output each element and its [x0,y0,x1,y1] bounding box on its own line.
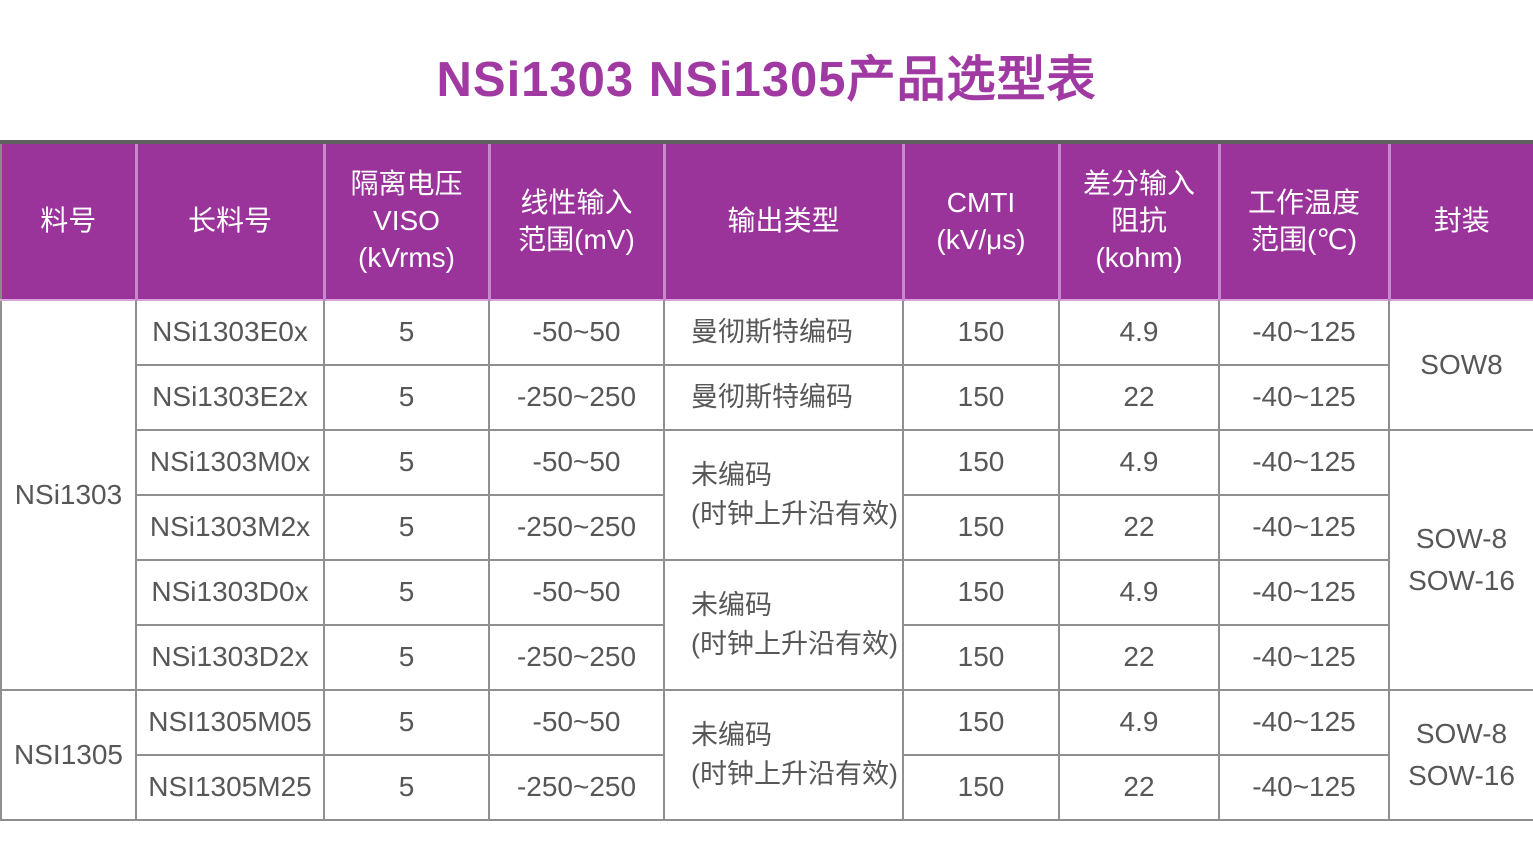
cell-viso: 5 [323,754,490,821]
cell-impedance: 4.9 [1058,429,1220,496]
col-header-part: 料号 [1,142,136,301]
cell-package-sow8-sow16: SOW-8 SOW-16 [1388,689,1533,821]
col-header-temp-range: 工作温度 范围(℃) [1217,142,1389,301]
cell-cmti: 150 [902,364,1060,431]
col-header-input-range: 线性输入 范围(mV) [487,142,664,301]
cell-temp-range: -40~125 [1218,364,1390,431]
cell-viso: 5 [323,429,490,496]
product-selection-table-container: 料号 长料号 隔离电压 VISO (kVrms) 线性输入 范围(mV) 输出类… [0,140,1533,821]
cell-long-part: NSI1305M25 [135,754,325,821]
cell-cmti: 150 [902,299,1060,366]
cell-input-range: -250~250 [488,624,665,691]
cell-input-range: -250~250 [488,364,665,431]
cell-output-type-uncoded: 未编码 (时钟上升沿有效) [663,559,904,691]
cell-viso: 5 [323,299,490,366]
cell-long-part: NSi1303E2x [135,364,325,431]
table-row: NSi1303E2x 5 -250~250 曼彻斯特编码 150 22 -40~… [1,364,1533,431]
cell-input-range: -50~50 [488,429,665,496]
cell-cmti: 150 [902,494,1060,561]
cell-cmti: 150 [902,559,1060,626]
cell-viso: 5 [323,364,490,431]
cell-input-range: -250~250 [488,754,665,821]
col-header-long-part: 长料号 [134,142,324,301]
cell-impedance: 4.9 [1058,689,1220,756]
cell-package-sow8: SOW8 [1388,299,1533,431]
cell-temp-range: -40~125 [1218,299,1390,366]
cell-cmti: 150 [902,689,1060,756]
cell-output-type: 曼彻斯特编码 [663,364,904,431]
cell-impedance: 22 [1058,624,1220,691]
col-header-cmti: CMTI (kV/μs) [901,142,1059,301]
cell-impedance: 22 [1058,364,1220,431]
table-row: NSI1305 NSI1305M05 5 -50~50 未编码 (时钟上升沿有效… [0,689,1533,821]
cell-input-range: -50~50 [488,689,665,756]
cell-output-type-uncoded: 未编码 (时钟上升沿有效) [663,429,904,561]
cell-long-part: NSi1303M2x [135,494,325,561]
col-header-output-type: 输出类型 [662,142,903,301]
cell-cmti: 150 [902,754,1060,821]
cell-impedance: 22 [1058,494,1220,561]
header-row: 料号 长料号 隔离电压 VISO (kVrms) 线性输入 范围(mV) 输出类… [1,142,1533,301]
cell-long-part: NSI1305M05 [135,689,325,756]
cell-output-type-uncoded: 未编码 (时钟上升沿有效) [663,689,904,821]
cell-long-part: NSi1303D0x [135,559,325,626]
table-row: NSi1303M0x 5 -50~50 未编码 (时钟上升沿有效) 150 4.… [1,429,1533,691]
cell-part-group-nsi1305: NSI1305 [0,689,137,821]
cell-impedance: 4.9 [1058,299,1220,366]
cell-temp-range: -40~125 [1218,624,1390,691]
cell-output-type: 曼彻斯特编码 [663,299,904,366]
cell-temp-range: -40~125 [1218,559,1390,626]
product-selection-table: 料号 长料号 隔离电压 VISO (kVrms) 线性输入 范围(mV) 输出类… [0,140,1533,821]
cell-part-group-nsi1303: NSi1303 [0,299,137,691]
table-row: NSi1303D0x 5 -50~50 未编码 (时钟上升沿有效) 150 4.… [1,559,1533,691]
cell-input-range: -50~50 [488,299,665,366]
cell-cmti: 150 [902,429,1060,496]
cell-cmti: 150 [902,624,1060,691]
table-row: NSI1305M25 5 -250~250 150 22 -40~125 [1,754,1533,821]
cell-input-range: -50~50 [488,559,665,626]
cell-temp-range: -40~125 [1218,429,1390,496]
cell-long-part: NSi1303M0x [135,429,325,496]
col-header-package: 封装 [1387,142,1533,301]
cell-viso: 5 [323,559,490,626]
cell-impedance: 22 [1058,754,1220,821]
cell-input-range: -250~250 [488,494,665,561]
cell-viso: 5 [323,494,490,561]
table-row: NSi1303D2x 5 -250~250 150 22 -40~125 [1,624,1533,691]
cell-viso: 5 [323,624,490,691]
cell-temp-range: -40~125 [1218,689,1390,756]
col-header-impedance: 差分输入 阻抗 (kohm) [1057,142,1219,301]
page-title: NSi1303 NSi1305产品选型表 [436,53,1097,107]
cell-long-part: NSi1303D2x [135,624,325,691]
table-row: NSi1303M2x 5 -250~250 150 22 -40~125 [1,494,1533,561]
cell-viso: 5 [323,689,490,756]
cell-temp-range: -40~125 [1218,754,1390,821]
cell-package-sow8-sow16: SOW-8 SOW-16 [1388,429,1533,691]
col-header-viso: 隔离电压 VISO (kVrms) [322,142,489,301]
table-row: NSi1303 NSi1303E0x 5 -50~50 曼彻斯特编码 150 4… [0,299,1533,691]
cell-long-part: NSi1303E0x [135,299,325,366]
cell-temp-range: -40~125 [1218,494,1390,561]
cell-impedance: 4.9 [1058,559,1220,626]
